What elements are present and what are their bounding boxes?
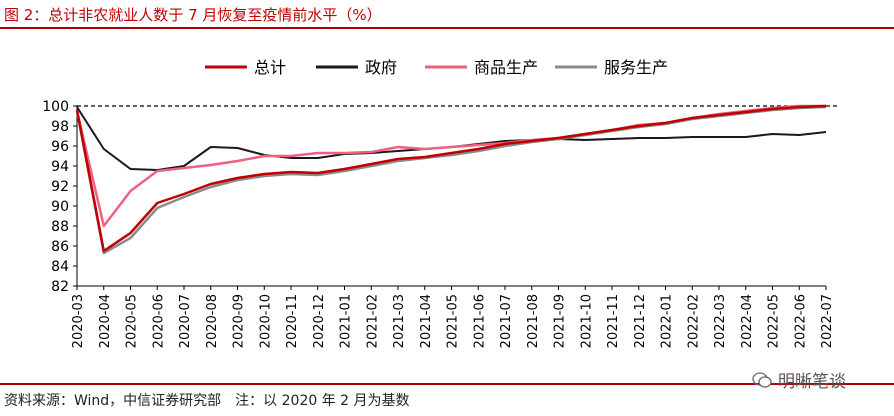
watermark-text: 明晰笔谈 — [778, 372, 846, 392]
x-tick-label: 2021-07 — [499, 294, 514, 348]
x-tick-label: 2022-04 — [740, 294, 755, 348]
x-tick-label: 2020-08 — [205, 294, 220, 348]
series-line-3 — [75, 105, 827, 255]
x-tick-label: 2021-06 — [472, 294, 487, 348]
y-tick-label: 86 — [51, 239, 69, 255]
x-tick-label: 2020-03 — [71, 294, 86, 348]
x-tick-label: 2021-08 — [526, 294, 541, 348]
y-tick-label: 84 — [51, 259, 69, 275]
legend-label: 商品生产 — [474, 58, 538, 77]
line-chart: 82 84 86 88 90 92 94 96 98 100 2020-03 2020-04 2020-… — [42, 58, 840, 348]
x-tick-label: 2022-05 — [767, 294, 782, 348]
top-rule — [0, 27, 894, 29]
y-tick-label: 82 — [51, 279, 69, 295]
y-tick-label: 100 — [42, 99, 69, 115]
x-tick-label: 2020-09 — [232, 294, 247, 348]
chart-title: 图 2：总计非农就业人数于 7 月恢复至疫情前水平（%） — [4, 6, 382, 24]
x-tick-label: 2020-11 — [285, 294, 300, 348]
y-tick-label: 92 — [51, 179, 69, 195]
legend-label: 总计 — [254, 58, 286, 77]
bottom-rule — [0, 383, 894, 385]
x-tick-label: 2020-06 — [151, 294, 166, 348]
x-tick-label: 2020-10 — [258, 294, 273, 348]
y-tick-label: 98 — [51, 119, 69, 135]
x-tick-label: 2021-01 — [339, 294, 354, 348]
legend-label: 服务生产 — [604, 58, 668, 77]
x-tick-label: 2022-01 — [660, 294, 675, 348]
legend-label: 政府 — [365, 58, 397, 77]
x-tick-label: 2021-12 — [633, 294, 648, 348]
source-note: 资料来源：Wind，中信证券研究部 注：以 2020 年 2 月为基数 — [4, 393, 410, 409]
watermark: 明晰笔谈 — [752, 367, 846, 392]
series-line-2 — [75, 104, 826, 228]
x-tick-label: 2021-02 — [365, 294, 380, 348]
x-tick-label: 2020-12 — [312, 294, 327, 348]
y-tick-label: 88 — [51, 219, 69, 235]
series-line-0 — [75, 104, 827, 253]
y-tick-label: 96 — [51, 139, 69, 155]
x-tick-label: 2022-02 — [686, 294, 701, 348]
x-tick-label: 2021-04 — [419, 294, 434, 348]
y-tick-label: 94 — [51, 159, 69, 175]
y-tick-label: 90 — [51, 199, 69, 215]
x-tick-label: 2021-09 — [553, 294, 568, 348]
x-tick-label: 2021-05 — [446, 294, 461, 348]
x-tick-label: 2022-03 — [713, 294, 728, 348]
x-tick-label: 2021-10 — [579, 294, 594, 348]
x-tick-label: 2020-04 — [98, 294, 113, 348]
x-tick-label: 2022-06 — [793, 294, 808, 348]
x-tick-label: 2020-07 — [178, 294, 193, 348]
x-tick-label: 2020-05 — [125, 294, 140, 348]
x-tick-label: 2022-07 — [820, 294, 835, 348]
wechat-icon — [752, 371, 772, 388]
x-tick-label: 2021-11 — [606, 294, 621, 348]
x-tick-label: 2021-03 — [392, 294, 407, 348]
